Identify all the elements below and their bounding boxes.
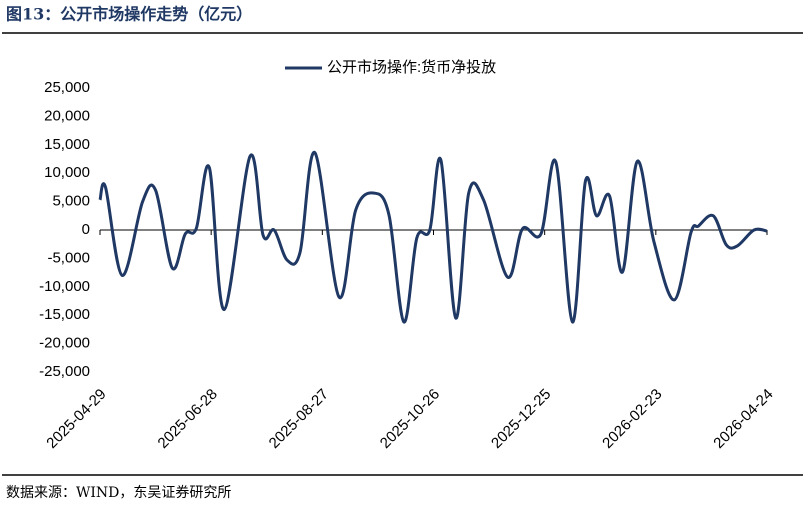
x-tick-label: 2026-04-24: [710, 386, 776, 452]
y-tick-label: -25,000: [39, 363, 90, 380]
y-tick-label: -5,000: [47, 249, 90, 266]
y-tick-label: 10,000: [44, 164, 90, 181]
y-tick-label: -20,000: [39, 335, 90, 352]
chart-title: 图13：公开市场操作走势（亿元）: [6, 5, 252, 24]
y-tick-label: 20,000: [44, 107, 90, 124]
y-tick-label: 0: [82, 221, 90, 238]
y-tick-label: 5,000: [52, 193, 90, 210]
x-tick-label: 2026-02-23: [599, 386, 665, 452]
y-tick-label: -15,000: [39, 306, 90, 323]
y-tick-label: -10,000: [39, 278, 90, 295]
x-tick-label: 2025-12-25: [488, 386, 554, 452]
y-tick-label: 25,000: [44, 79, 90, 96]
source-note: 数据来源：WIND，东吴证券研究所: [6, 485, 231, 501]
legend-label: 公开市场操作:货币净投放: [327, 59, 496, 76]
x-tick-label: 2025-04-29: [43, 386, 109, 452]
y-tick-label: 15,000: [44, 136, 90, 153]
x-tick-label: 2025-08-27: [266, 386, 332, 452]
x-tick-label: 2025-06-28: [155, 386, 221, 452]
data-line: [98, 151, 768, 324]
x-tick-label: 2025-10-26: [377, 386, 443, 452]
